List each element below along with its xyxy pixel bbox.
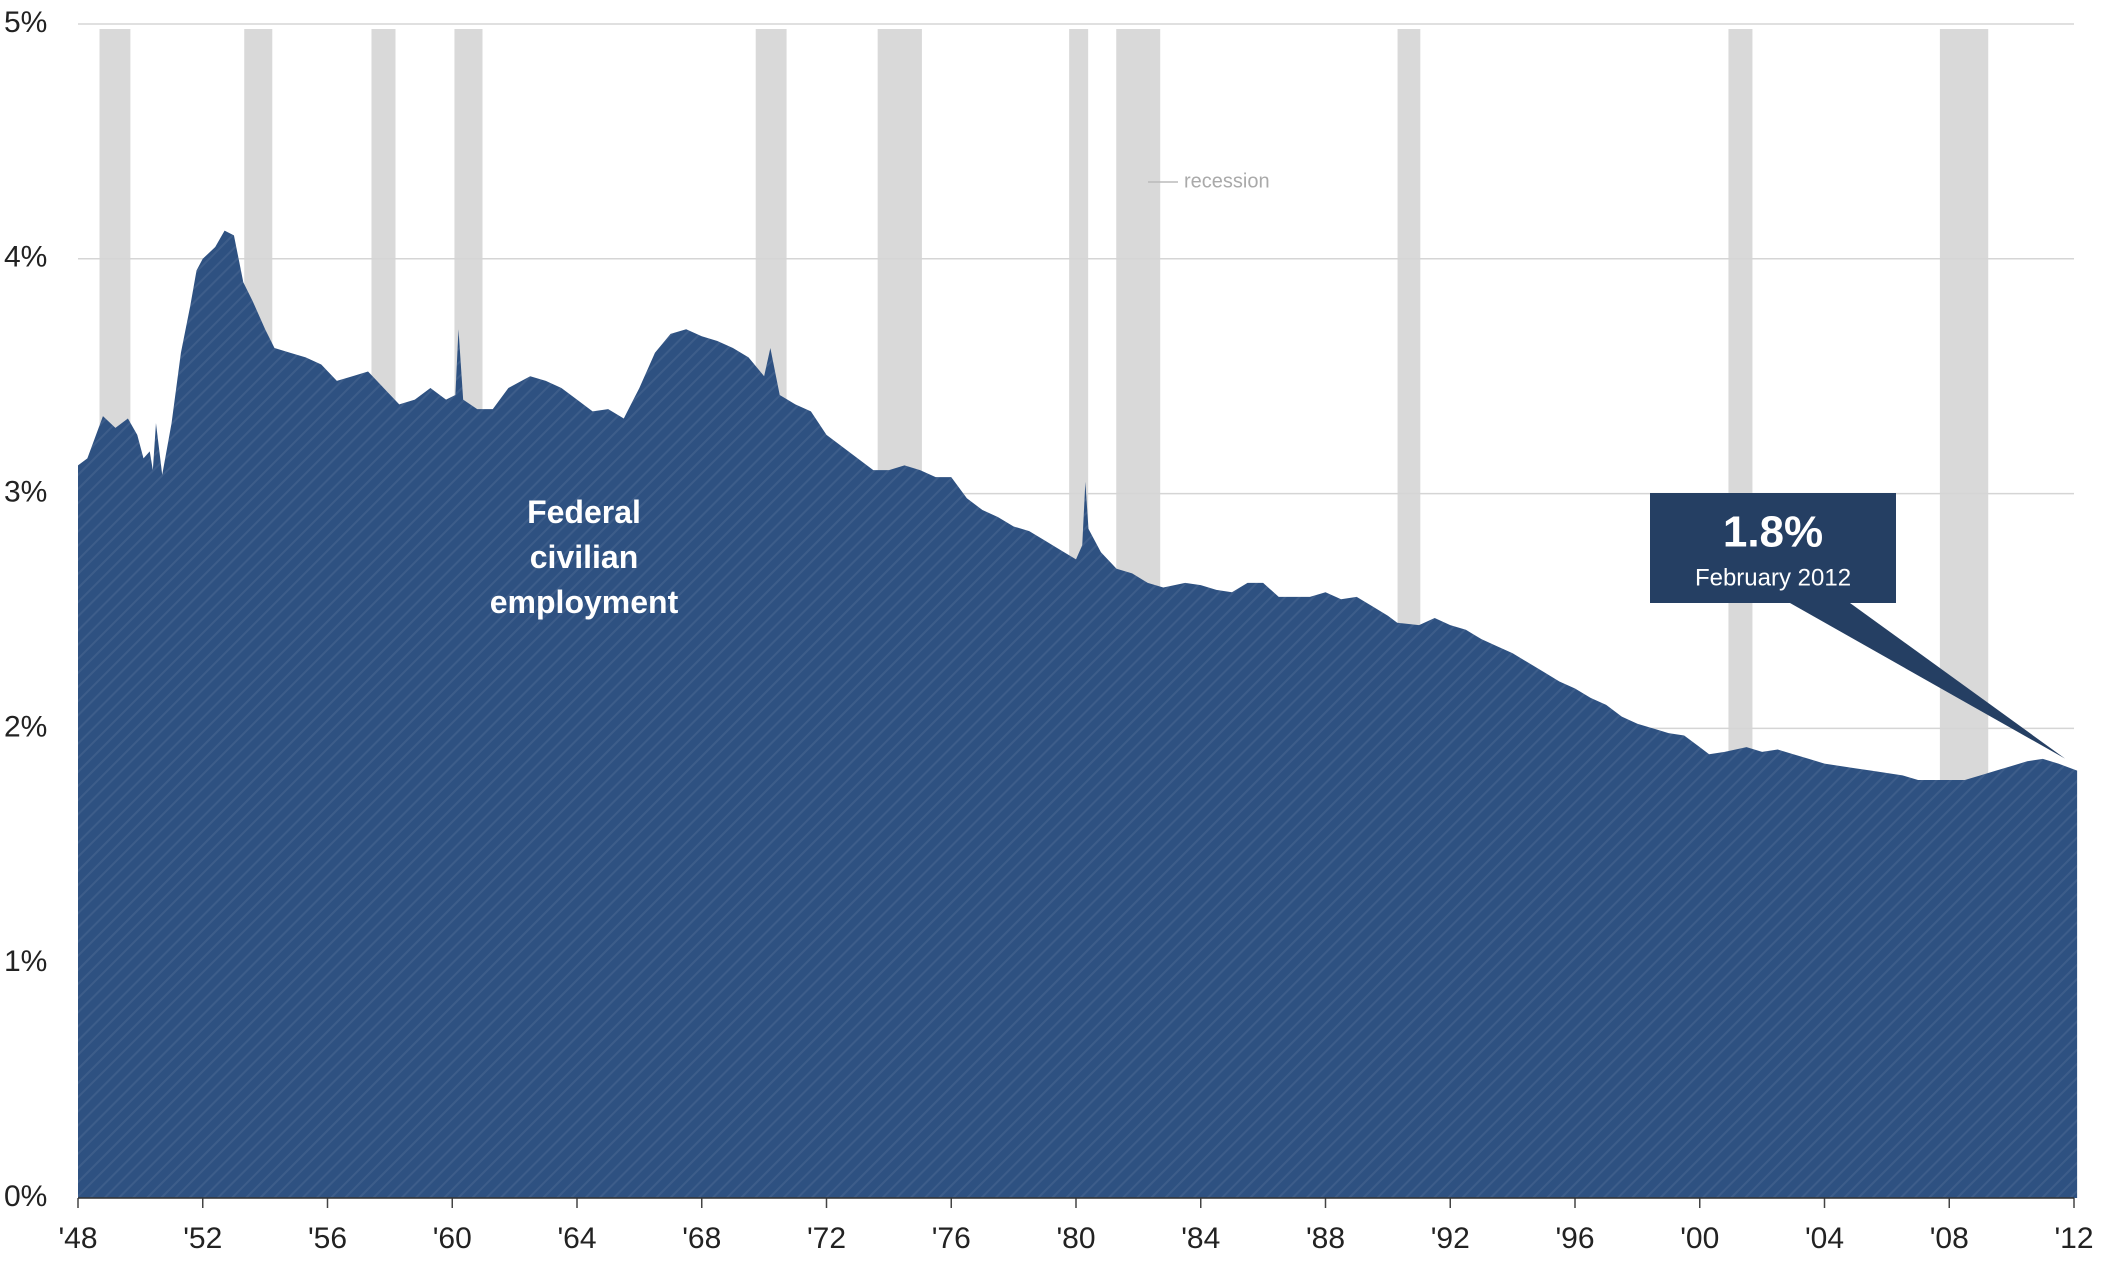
x-tick-label: '48: [58, 1222, 97, 1255]
x-tick-label: '56: [308, 1222, 347, 1255]
y-tick-label: 4%: [4, 241, 47, 274]
x-tick-label: '76: [932, 1222, 971, 1255]
x-tick-label: '92: [1431, 1222, 1470, 1255]
x-tick-label: '12: [2054, 1222, 2093, 1255]
y-tick-label: 3%: [4, 476, 47, 509]
x-tick-label: '88: [1306, 1222, 1345, 1255]
area-hatch: [78, 230, 2078, 1198]
y-tick-label: 5%: [4, 6, 47, 39]
x-tick-label: '64: [557, 1222, 596, 1255]
x-tick-label: '68: [682, 1222, 721, 1255]
callout-value: 1.8%: [1723, 508, 1823, 557]
y-tick-label: 1%: [4, 945, 47, 978]
x-tick-label: '08: [1930, 1222, 1969, 1255]
x-tick-label: '04: [1805, 1222, 1844, 1255]
callout-box: [1650, 493, 1896, 603]
x-tick-label: '72: [807, 1222, 846, 1255]
x-tick-label: '84: [1181, 1222, 1220, 1255]
series-label: Federal civilian employment: [489, 494, 679, 620]
recession-label: recession: [1184, 170, 1270, 192]
x-tick-label: '60: [433, 1222, 472, 1255]
y-tick-label: 0%: [4, 1180, 47, 1213]
callout-date: February 2012: [1695, 564, 1851, 591]
x-tick-label: '00: [1680, 1222, 1719, 1255]
x-tick-label: '96: [1555, 1222, 1594, 1255]
callout-pointer: [1790, 603, 2066, 759]
x-tick-label: '52: [183, 1222, 222, 1255]
x-tick-label: '80: [1056, 1222, 1095, 1255]
y-tick-label: 2%: [4, 710, 47, 743]
